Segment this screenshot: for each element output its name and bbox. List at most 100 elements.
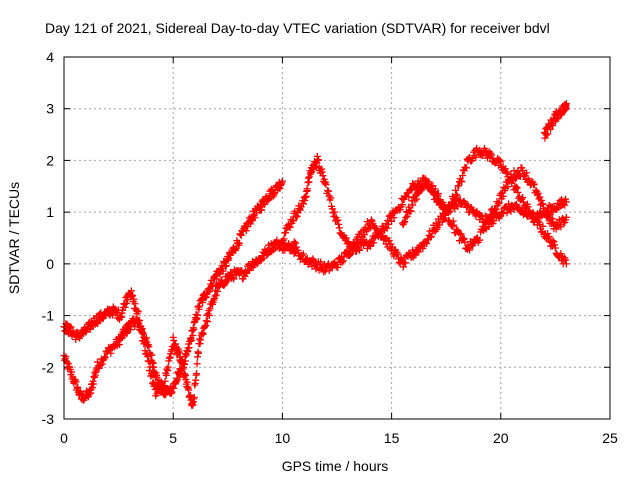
data-point [346, 250, 354, 258]
data-point [235, 239, 243, 247]
data-point [459, 172, 467, 180]
data-point [470, 240, 477, 248]
y-tick-label: 0 [46, 256, 54, 272]
data-point [542, 131, 550, 139]
data-point [557, 250, 565, 258]
data-point [292, 213, 300, 221]
data-point [138, 329, 146, 337]
data-point [547, 125, 555, 133]
data-point [401, 217, 409, 225]
data-point [452, 190, 460, 198]
data-point [130, 295, 138, 303]
data-point [548, 215, 556, 223]
data-point [293, 212, 301, 220]
data-point [187, 336, 195, 344]
data-point [72, 378, 80, 386]
data-point [361, 239, 369, 247]
data-point [299, 250, 307, 258]
data-point [347, 249, 355, 257]
series-track-a [60, 177, 286, 404]
data-point [527, 209, 535, 217]
data-point [457, 230, 465, 238]
data-point [190, 325, 198, 333]
data-point [399, 201, 407, 209]
data-point [469, 206, 477, 214]
data-point [481, 147, 489, 155]
data-point [204, 318, 212, 326]
data-point [405, 203, 413, 211]
data-point [367, 216, 375, 224]
data-point [302, 255, 310, 263]
x-tick-label: 20 [493, 430, 509, 446]
data-point [545, 201, 553, 209]
data-point [289, 217, 297, 225]
data-point [296, 206, 304, 214]
data-point [409, 201, 417, 209]
data-point [290, 238, 298, 246]
data-point [514, 188, 522, 196]
y-tick-label: 1 [46, 204, 54, 220]
data-point [63, 359, 71, 367]
data-point [550, 238, 558, 246]
data-point [407, 186, 415, 194]
data-point [434, 190, 442, 198]
data-point [547, 214, 555, 222]
data-point [107, 349, 115, 357]
data-point [484, 220, 492, 228]
series-track-e [399, 164, 570, 254]
data-point [431, 185, 439, 193]
data-point [282, 229, 290, 237]
data-point [476, 236, 484, 244]
data-point [518, 195, 526, 203]
data-point [193, 370, 201, 378]
data-point [195, 303, 203, 311]
data-point [333, 260, 341, 268]
data-point [505, 200, 513, 208]
data-point [417, 186, 425, 194]
data-point [549, 237, 557, 245]
data-point [519, 167, 527, 175]
data-point [415, 248, 423, 256]
data-point [331, 208, 339, 216]
data-point [482, 225, 490, 233]
data-point [351, 244, 359, 252]
data-point [458, 178, 466, 186]
y-tick-label: 4 [46, 49, 54, 65]
data-point [551, 244, 559, 252]
x-tick-label: 10 [275, 430, 291, 446]
data-point [334, 216, 342, 224]
data-point [504, 183, 512, 191]
y-tick-label: 3 [46, 101, 54, 117]
data-point [164, 363, 172, 371]
data-point [413, 195, 421, 203]
data-point [427, 233, 435, 241]
data-point [562, 260, 570, 268]
data-point [322, 181, 330, 189]
data-point [536, 193, 544, 201]
data-point [339, 257, 347, 265]
data-point [209, 279, 217, 287]
data-point [513, 184, 521, 192]
data-point [292, 243, 300, 251]
data-point [486, 216, 494, 224]
data-point [439, 198, 447, 206]
data-point [423, 240, 431, 248]
data-point [327, 194, 335, 202]
chart-title: Day 121 of 2021, Sidereal Day-to-day VTE… [45, 20, 550, 36]
data-point [534, 189, 542, 197]
x-tick-label: 15 [384, 430, 400, 446]
data-point [427, 232, 435, 240]
data-point [122, 299, 130, 307]
data-point [384, 216, 392, 224]
data-point [533, 188, 541, 196]
data-point [298, 252, 306, 260]
data-point [411, 197, 419, 205]
data-point [544, 234, 552, 242]
data-point [558, 214, 566, 222]
y-tick-label: 2 [46, 152, 54, 168]
data-point [194, 311, 202, 319]
data-point [523, 169, 531, 177]
data-point [324, 187, 332, 195]
data-point [545, 232, 553, 240]
data-point [121, 303, 129, 311]
